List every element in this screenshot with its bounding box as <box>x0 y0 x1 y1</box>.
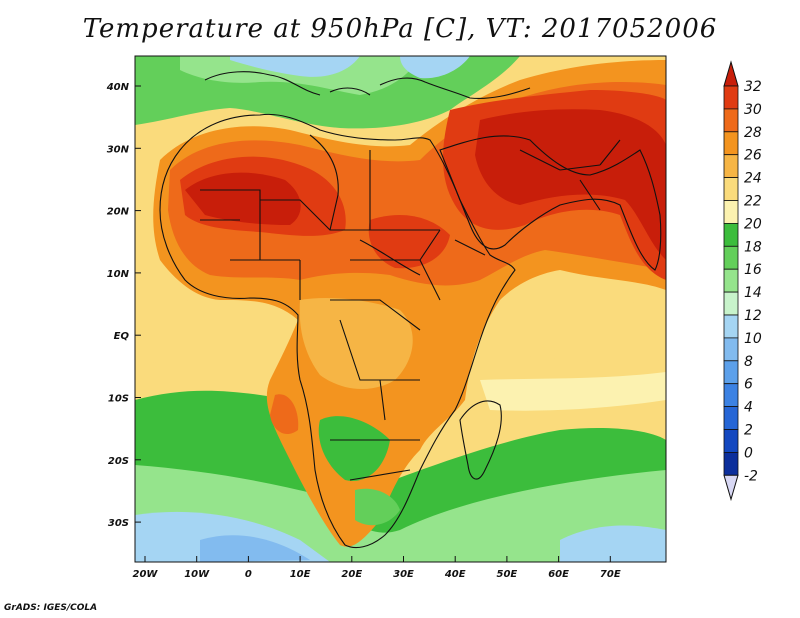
colorbar-swatch <box>723 200 739 224</box>
y-tick-label: 30S <box>108 518 129 529</box>
x-tick-label: 10W <box>184 569 210 580</box>
colorbar-tick-label: -2 <box>744 468 758 484</box>
map-frame <box>134 55 667 563</box>
colorbar-swatch <box>723 429 739 453</box>
colorbar-tick-label: 8 <box>744 354 753 370</box>
x-tick-label: 20E <box>341 569 362 580</box>
colorbar-swatch <box>723 108 739 133</box>
colorbar-swatch <box>723 360 739 385</box>
colorbar-swatch <box>723 177 739 201</box>
colorbar-swatch <box>723 337 739 362</box>
x-axis: 20W 10W 0 10E 20E 30E 40E 50E 60E 70E <box>133 556 621 580</box>
map-title: Temperature at 950hPa [C], VT: 201705200… <box>82 14 718 44</box>
colorbar-tick-label: 0 <box>744 445 753 461</box>
coastlines <box>159 71 662 549</box>
temperature-field <box>135 56 666 562</box>
colorbar-swatch <box>723 222 739 247</box>
colorbar-bottom-arrow <box>723 474 739 502</box>
colorbar-tick-label: 10 <box>744 331 762 347</box>
x-tick-label: 10E <box>290 569 311 580</box>
x-tick-label: 40E <box>444 569 466 580</box>
y-tick-label: 10N <box>107 269 130 280</box>
colorbar-tick-label: 30 <box>744 102 762 118</box>
colorbar-tick-label: 12 <box>744 308 762 324</box>
colorbar-swatch <box>723 314 739 339</box>
x-tick-label: 70E <box>600 569 621 580</box>
colorbar-tick-label: 14 <box>744 285 762 301</box>
colorbar-swatch <box>723 154 739 178</box>
colorbar-swatch <box>723 268 739 293</box>
colorbar-tick-label: 18 <box>744 239 762 255</box>
y-tick-label: EQ <box>114 331 130 342</box>
y-tick-label: 10S <box>108 394 129 405</box>
colorbar-swatch <box>723 406 739 430</box>
y-tick-label: 20S <box>108 456 129 467</box>
colorbar-swatch <box>723 383 739 408</box>
colorbar-tick-label: 24 <box>744 171 762 187</box>
colorbar-tick-label: 26 <box>744 148 762 164</box>
colorbar-tick-label: 2 <box>744 423 753 439</box>
grads-credit: GrADS: IGES/COLA <box>4 603 98 613</box>
x-tick-label: 50E <box>497 569 518 580</box>
colorbar-swatch <box>723 245 739 270</box>
colorbar-swatch <box>723 451 739 476</box>
y-axis: 40N 30N 20N 10N EQ 10S 20S 30S <box>106 82 141 529</box>
colorbar-swatch <box>723 291 739 316</box>
x-tick-label: 0 <box>245 569 252 580</box>
colorbar-tick-label: 20 <box>744 216 762 232</box>
colorbar-tick-label: 22 <box>744 194 762 210</box>
y-tick-label: 30N <box>107 144 130 155</box>
colorbar-tick-label: 16 <box>744 262 762 278</box>
colorbar-tick-label: 32 <box>744 79 762 95</box>
colorbar-swatch <box>723 131 739 156</box>
colorbar-tick-label: 28 <box>744 125 762 141</box>
colorbar-swatch <box>723 85 739 110</box>
x-tick-label: 30E <box>393 569 414 580</box>
x-tick-label: 20W <box>133 569 159 580</box>
x-tick-label: 60E <box>548 569 569 580</box>
colorbar-top-arrow <box>723 60 739 87</box>
colorbar-tick-label: 6 <box>744 377 753 393</box>
y-tick-label: 20N <box>107 207 130 218</box>
y-tick-label: 40N <box>106 82 130 93</box>
colorbar-tick-label: 4 <box>744 400 753 416</box>
